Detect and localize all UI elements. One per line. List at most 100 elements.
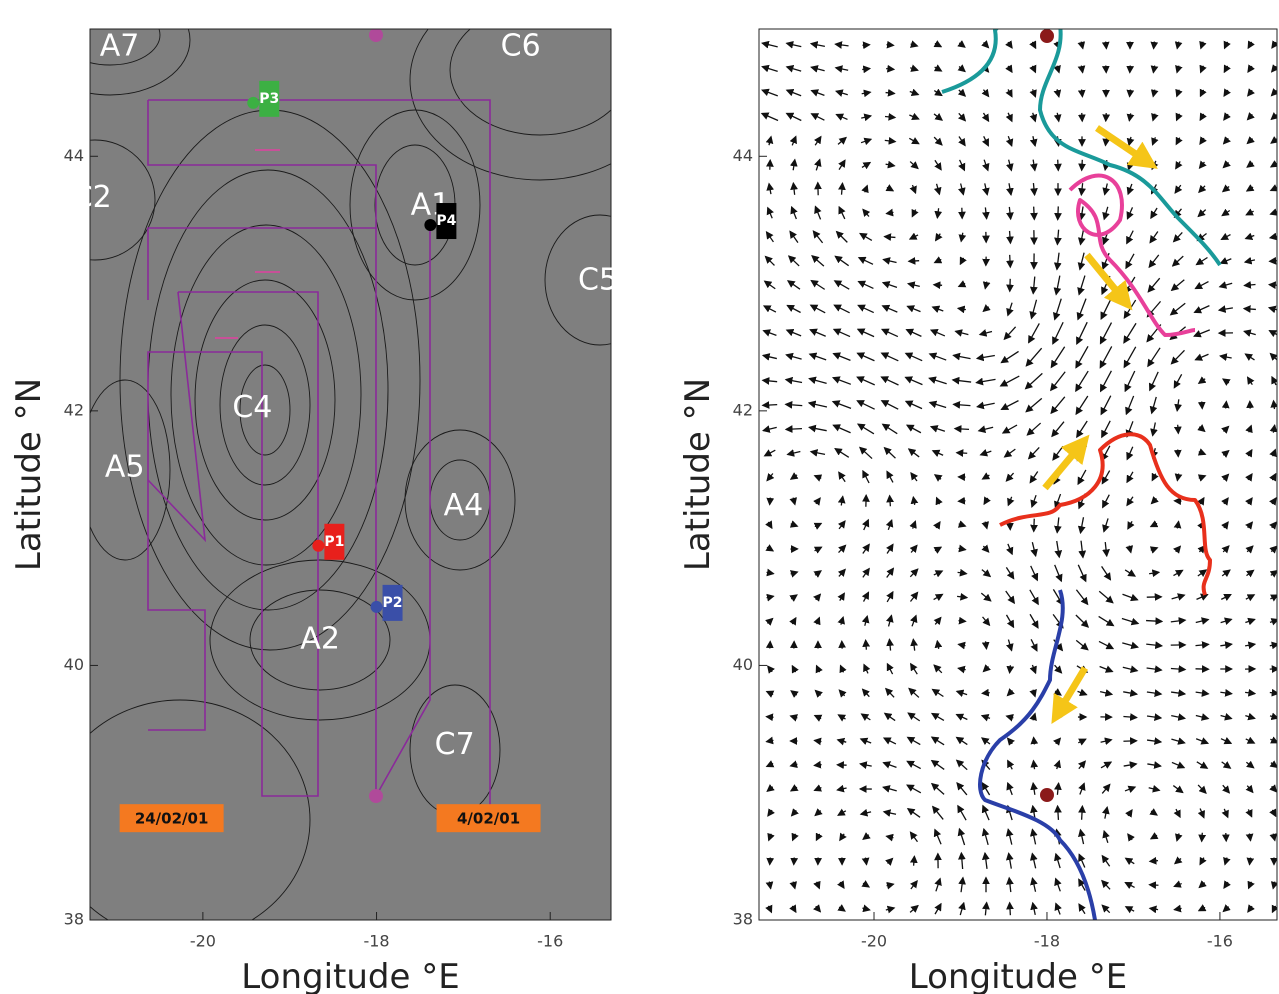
vector-arrow	[1005, 852, 1014, 869]
x-tick-label: -18	[363, 932, 389, 951]
vector-arrow	[1029, 64, 1037, 74]
vector-arrow	[1005, 472, 1015, 482]
vector-arrow	[859, 761, 872, 769]
vector-arrow	[813, 714, 823, 722]
vector-arrow	[1125, 395, 1135, 416]
vector-arrow	[766, 182, 775, 195]
vector-arrow	[834, 447, 850, 458]
vector-arrow	[1147, 347, 1161, 368]
vector-arrow	[958, 159, 966, 172]
vector-arrow	[789, 520, 799, 528]
vector-arrow	[1220, 737, 1233, 745]
vector-arrow	[1053, 64, 1061, 74]
vector-arrow	[1100, 737, 1113, 746]
vector-arrow	[1270, 88, 1277, 97]
vector-arrow	[935, 496, 943, 506]
vector-arrow	[978, 329, 993, 337]
vector-arrow	[859, 737, 872, 745]
vector-arrow	[1124, 906, 1135, 914]
vector-arrow	[1148, 254, 1160, 269]
x-tick-label: -20	[861, 932, 887, 951]
vector-arrow	[957, 496, 966, 505]
vector-arrow	[1173, 449, 1182, 458]
vector-arrow	[980, 592, 992, 602]
vector-arrow	[813, 593, 822, 602]
vector-arrow	[1223, 88, 1231, 98]
vector-arrow	[1054, 159, 1062, 172]
vector-arrow	[1171, 713, 1187, 721]
vector-arrow	[1195, 713, 1210, 721]
x-axis-label: Longitude °E	[241, 957, 459, 994]
vector-arrow	[1269, 472, 1277, 482]
vector-arrow	[1030, 518, 1038, 533]
vector-arrow	[1199, 112, 1207, 122]
vector-arrow	[1125, 545, 1134, 554]
vector-arrow	[1054, 493, 1062, 510]
vector-arrow	[1197, 569, 1208, 577]
vector-arrow	[1050, 371, 1066, 392]
vector-arrow	[1005, 159, 1014, 172]
vector-arrow	[958, 544, 967, 553]
vector-arrow	[837, 495, 846, 506]
vector-arrow	[933, 474, 943, 482]
vector-arrow	[789, 230, 799, 243]
vector-arrow	[909, 591, 919, 602]
vector-arrow	[931, 305, 944, 313]
vector-arrow	[1246, 136, 1255, 145]
vector-arrow	[883, 233, 896, 241]
vector-arrow	[1102, 183, 1110, 196]
vector-arrow	[813, 737, 822, 746]
vector-arrow	[807, 400, 828, 409]
vector-arrow	[1170, 349, 1185, 365]
vector-arrow	[1006, 665, 1015, 675]
vector-arrow	[1174, 184, 1183, 194]
vector-arrow	[790, 181, 798, 195]
vector-arrow	[860, 137, 873, 146]
vector-arrow	[904, 400, 923, 410]
vector-arrow	[1269, 569, 1277, 578]
vector-arrow	[789, 616, 797, 626]
vector-arrow	[1195, 689, 1210, 697]
vector-arrow	[1222, 160, 1231, 169]
vector-arrow	[863, 663, 871, 674]
vector-arrow	[1127, 520, 1135, 530]
vector-arrow	[1195, 737, 1210, 745]
vector-arrow	[1270, 881, 1277, 890]
vector-arrow	[934, 208, 943, 220]
vector-arrow	[862, 41, 871, 50]
vector-arrow	[1171, 255, 1184, 267]
vector-arrow	[1169, 302, 1186, 316]
vector-arrow	[886, 638, 894, 651]
vector-arrow	[786, 304, 801, 314]
y-tick-label: 40	[64, 655, 84, 674]
vector-arrow	[1175, 65, 1183, 74]
vector-arrow	[1053, 275, 1062, 296]
vector-arrow	[766, 857, 775, 866]
vector-arrow	[1197, 904, 1207, 912]
vector-field	[760, 40, 1277, 916]
vector-arrow	[980, 714, 991, 722]
vector-arrow	[881, 423, 898, 435]
vector-arrow	[1005, 714, 1014, 722]
vector-arrow	[885, 160, 896, 169]
vector-arrow	[856, 423, 875, 435]
vector-arrow	[1102, 206, 1110, 221]
vector-arrow	[981, 569, 992, 578]
vector-arrow	[1149, 396, 1158, 415]
vector-arrow	[861, 161, 872, 170]
vector-arrow	[956, 305, 966, 314]
vector-arrow	[1149, 231, 1159, 244]
vector-arrow	[856, 376, 875, 386]
vector-arrow	[1126, 496, 1134, 507]
vector-arrow	[810, 89, 825, 97]
vector-arrow	[1006, 254, 1014, 269]
vector-arrow	[930, 782, 945, 795]
vector-arrow	[1126, 89, 1135, 98]
vector-arrow	[765, 520, 773, 530]
vector-arrow	[766, 472, 775, 482]
vector-arrow	[786, 449, 801, 457]
vector-arrow	[958, 112, 967, 122]
vector-arrow	[1221, 569, 1231, 578]
vector-arrow	[882, 785, 897, 793]
vector-arrow	[1170, 279, 1185, 292]
